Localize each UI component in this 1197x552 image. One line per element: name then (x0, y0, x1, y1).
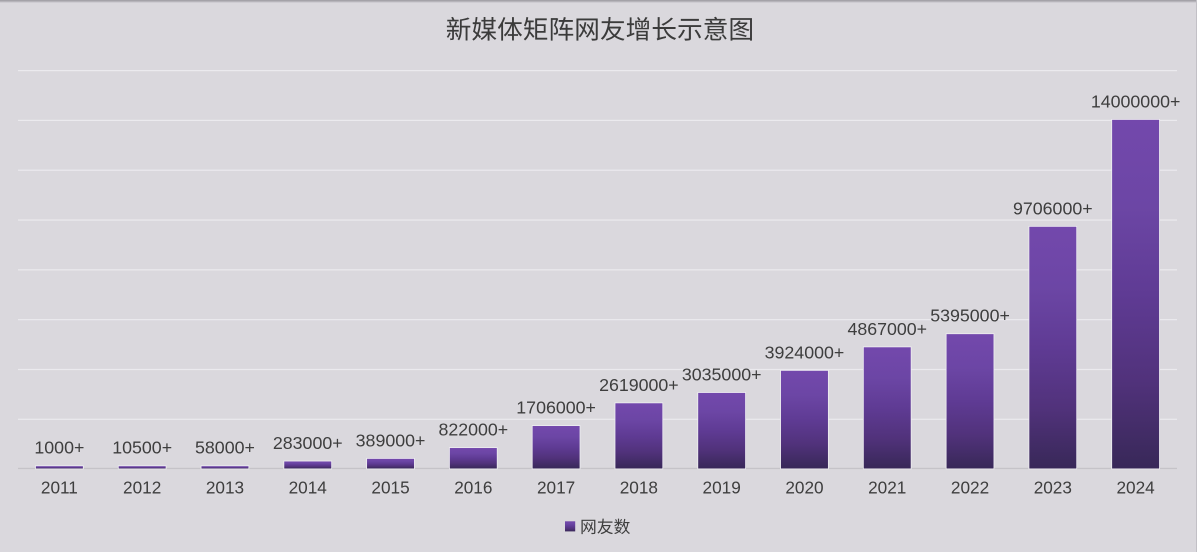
svg-text:3924000+: 3924000+ (765, 342, 845, 362)
svg-text:1706000+: 1706000+ (516, 398, 596, 418)
svg-text:2619000+: 2619000+ (599, 375, 679, 395)
svg-text:2024: 2024 (1116, 478, 1155, 498)
svg-text:5395000+: 5395000+ (930, 306, 1010, 326)
svg-text:2011: 2011 (41, 478, 78, 498)
svg-text:14000000+: 14000000+ (1091, 91, 1181, 111)
svg-text:2012: 2012 (123, 478, 161, 498)
svg-text:2018: 2018 (620, 478, 658, 498)
svg-text:2021: 2021 (868, 478, 906, 498)
svg-text:2023: 2023 (1034, 478, 1072, 498)
svg-text:9706000+: 9706000+ (1013, 198, 1093, 218)
svg-text:2022: 2022 (951, 478, 989, 498)
svg-text:2017: 2017 (537, 478, 575, 498)
svg-text:283000+: 283000+ (273, 433, 343, 453)
svg-text:4867000+: 4867000+ (847, 319, 927, 339)
svg-text:2015: 2015 (371, 478, 409, 498)
svg-text:3035000+: 3035000+ (682, 364, 762, 384)
svg-text:58000+: 58000+ (195, 438, 255, 458)
svg-text:2013: 2013 (206, 478, 244, 498)
svg-text:2016: 2016 (454, 478, 492, 498)
svg-text:10500+: 10500+ (112, 438, 172, 458)
svg-text:822000+: 822000+ (438, 420, 508, 440)
svg-text:1000+: 1000+ (34, 438, 84, 458)
svg-text:389000+: 389000+ (356, 430, 426, 450)
svg-text:2014: 2014 (289, 478, 328, 498)
svg-text:2020: 2020 (785, 478, 823, 498)
svg-text:2019: 2019 (703, 478, 741, 498)
